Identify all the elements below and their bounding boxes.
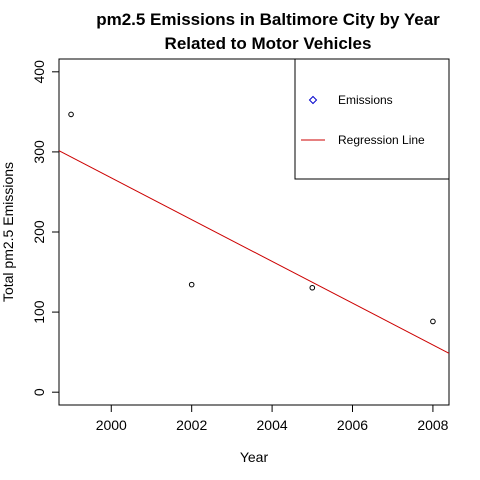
x-tick-label: 2004	[257, 417, 288, 433]
data-point	[68, 111, 74, 118]
x-tick-label: 2006	[337, 417, 368, 433]
chart-marks	[58, 111, 450, 354]
x-axis-label: Year	[240, 449, 269, 465]
legend-box	[294, 58, 450, 180]
legend: Emissions Regression Line	[294, 58, 450, 180]
y-tick-label: 200	[31, 220, 47, 244]
chart-title: pm2.5 Emissions in Baltimore City by Yea…	[96, 10, 440, 29]
data-point	[309, 284, 316, 291]
regression-line	[58, 150, 450, 354]
y-tick-label: 100	[31, 300, 47, 324]
legend-label: Regression Line	[338, 133, 425, 147]
legend-diamond-icon	[308, 95, 318, 105]
x-tick-label: 2002	[176, 417, 207, 433]
legend-label: Emissions	[338, 93, 393, 107]
y-tick-label: 300	[31, 140, 47, 164]
x-axis: 2000 2002 2004 2006 2008	[96, 405, 449, 433]
y-axis: 0 100 200 300 400	[31, 60, 59, 396]
data-point	[188, 281, 195, 288]
x-tick-label: 2008	[417, 417, 448, 433]
data-point	[430, 318, 436, 325]
y-tick-label: 0	[31, 388, 47, 396]
y-tick-label: 400	[31, 60, 47, 84]
x-tick-label: 2000	[96, 417, 127, 433]
y-axis-label: Total pm2.5 Emissions	[0, 162, 16, 302]
chart-subtitle: Related to Motor Vehicles	[165, 34, 372, 53]
